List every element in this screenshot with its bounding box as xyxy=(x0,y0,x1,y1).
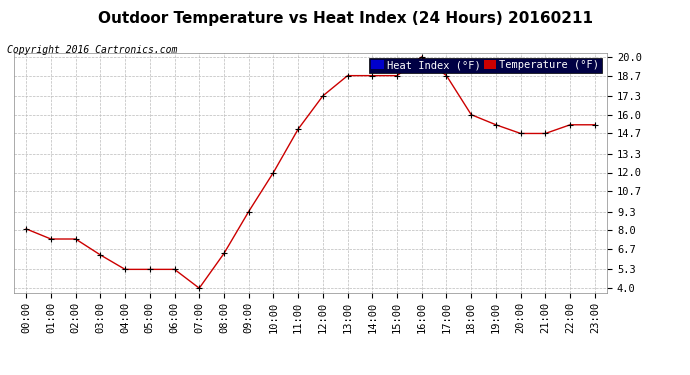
Legend: Heat Index (°F), Temperature (°F): Heat Index (°F), Temperature (°F) xyxy=(368,58,602,73)
Text: Outdoor Temperature vs Heat Index (24 Hours) 20160211: Outdoor Temperature vs Heat Index (24 Ho… xyxy=(97,11,593,26)
Text: Copyright 2016 Cartronics.com: Copyright 2016 Cartronics.com xyxy=(7,45,177,55)
